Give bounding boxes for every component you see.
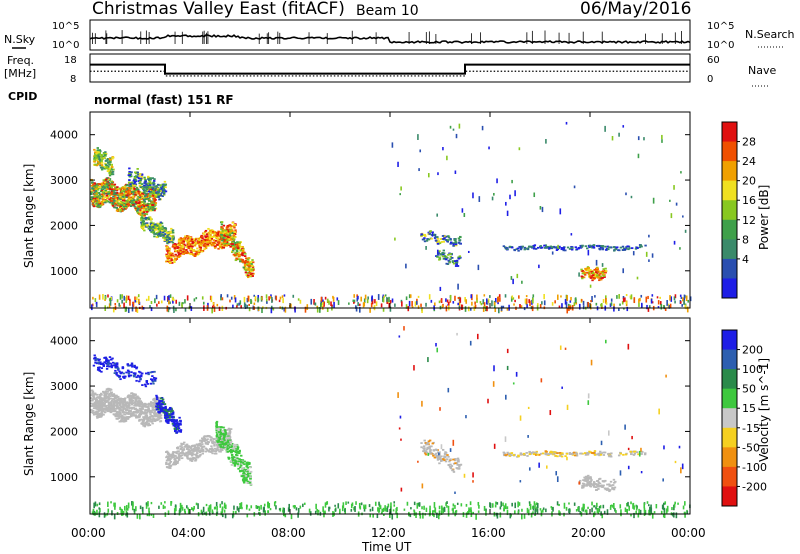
nsky-tick-low-left: 10^0 <box>52 40 79 51</box>
colorbar-swatch <box>722 258 737 279</box>
colorbar-swatch <box>722 278 737 299</box>
x-tick-label: 12:00 <box>371 526 406 540</box>
colorbar-tick-label: 50 <box>742 383 756 396</box>
x-tick-label: 16:00 <box>471 526 506 540</box>
velocity-y-label: Slant Range [km] <box>22 372 36 476</box>
x-tick-label: 00:00 <box>671 526 706 540</box>
colorbar-swatch <box>722 447 737 468</box>
colorbar-swatch <box>722 349 737 370</box>
power-colorbar: 28 24 20 16 12 8 4 <box>721 121 756 299</box>
colorbar-tick-label: 28 <box>742 136 756 149</box>
velocity-scatter <box>90 326 691 520</box>
y-tick-label: 3000 <box>50 380 78 393</box>
colorbar-swatch <box>722 161 737 182</box>
y-tick-label: 1000 <box>50 471 78 484</box>
colorbar-tick-label: 20 <box>742 175 756 188</box>
x-axis: 00:00 04:00 08:00 12:00 16:00 20:00 00:00 <box>71 112 706 540</box>
colorbar-tick-label: -200 <box>742 480 767 493</box>
x-tick-label: 04:00 <box>171 526 206 540</box>
colorbar-tick-label: -100 <box>742 461 767 474</box>
colorbar-swatch <box>722 388 737 409</box>
freq-label: Freq. <box>7 54 34 67</box>
colorbar-swatch <box>722 239 737 260</box>
colorbar-swatch <box>722 219 737 240</box>
colorbar-swatch <box>722 466 737 487</box>
nsearch-tick-low-right: 10^0 <box>707 40 734 51</box>
power-y-axis: 1000 2000 3000 4000 <box>50 129 690 278</box>
figure-title: Christmas Valley East (fitACF) <box>92 0 345 19</box>
velocity-y-axis: 1000 2000 3000 4000 <box>50 335 690 484</box>
nave-tick-high: 60 <box>707 55 720 66</box>
colorbar-tick-label: -15 <box>742 422 760 435</box>
colorbar-swatch <box>722 200 737 221</box>
freq-tick-low: 8 <box>70 74 76 85</box>
freq-unit-label: [MHz] <box>4 67 36 80</box>
colorbar-swatch <box>722 427 737 448</box>
colorbar-tick-label: 16 <box>742 194 756 207</box>
x-axis-label: Time UT <box>361 540 412 554</box>
nsearch-tick-high-right: 10^5 <box>707 21 734 32</box>
cpid-value: normal (fast) 151 RF <box>94 93 234 107</box>
colorbar-swatch <box>722 486 737 507</box>
y-tick-label: 3000 <box>50 174 78 187</box>
velocity-panel-frame <box>89 317 691 515</box>
nsky-panel-frame <box>89 19 691 51</box>
freq-panel-frame <box>89 53 691 83</box>
freq-series <box>90 63 690 75</box>
colorbar-swatch <box>722 408 737 429</box>
colorbar-tick-label: 4 <box>742 253 749 266</box>
colorbar-tick-label: 100 <box>742 363 763 376</box>
colorbar-swatch <box>722 122 737 143</box>
cpid-label: CPID <box>8 90 37 103</box>
colorbar-swatch <box>722 141 737 162</box>
x-tick-label: 20:00 <box>571 526 606 540</box>
x-tick-label: 00:00 <box>71 526 106 540</box>
date-label: 06/May/2016 <box>580 0 692 19</box>
colorbar-swatch <box>722 330 737 351</box>
power-colorbar-label: Power [dB] <box>757 185 771 250</box>
colorbar-tick-label: 200 <box>742 344 763 357</box>
nsky-series <box>89 30 691 44</box>
freq-tick-high: 18 <box>64 55 77 66</box>
y-tick-label: 1000 <box>50 265 78 278</box>
nave-label: Nave <box>748 64 776 77</box>
nsearch-label: N.Search <box>745 28 795 41</box>
colorbar-swatch <box>722 369 737 390</box>
velocity-colorbar: 200 100 50 15 -15 -50 -100 -200 <box>721 329 767 507</box>
power-scatter <box>90 121 692 314</box>
nsky-tick-high-left: 10^5 <box>52 21 79 32</box>
y-tick-label: 2000 <box>50 425 78 438</box>
colorbar-tick-label: -50 <box>742 441 760 454</box>
nsky-label: N.Sky <box>4 33 36 46</box>
colorbar-tick-label: 12 <box>742 214 756 227</box>
beam-label: Beam 10 <box>356 3 419 19</box>
colorbar-tick-label: 8 <box>742 233 749 246</box>
power-y-label: Slant Range [km] <box>22 164 36 268</box>
y-tick-label: 4000 <box>50 129 78 142</box>
x-tick-label: 08:00 <box>271 526 306 540</box>
y-tick-label: 4000 <box>50 335 78 348</box>
velocity-colorbar-label: Velocity [m s^-1] <box>757 358 771 462</box>
colorbar-tick-label: 15 <box>742 402 756 415</box>
nave-tick-low: 0 <box>707 74 713 85</box>
colorbar-tick-label: 24 <box>742 155 756 168</box>
colorbar-swatch <box>722 180 737 201</box>
y-tick-label: 2000 <box>50 219 78 232</box>
